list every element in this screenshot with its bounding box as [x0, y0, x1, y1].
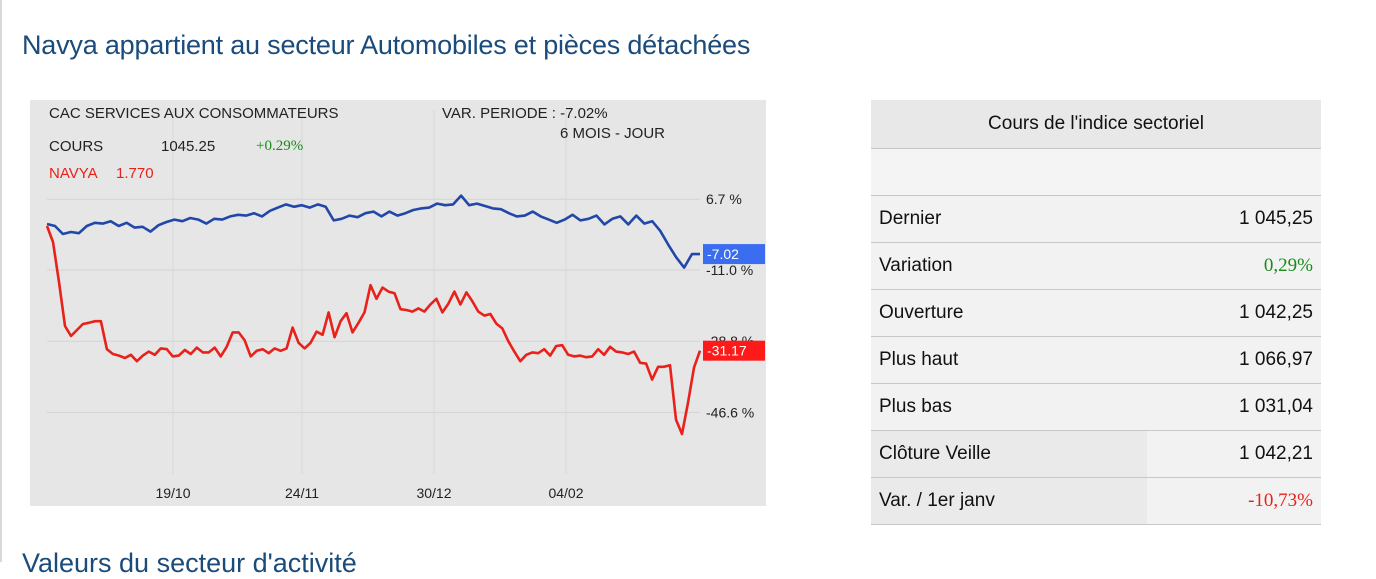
- row-value: 1 042,21: [1147, 430, 1321, 478]
- chart-y-ticks: 6.7 %-11.0 %-28.8 %-46.6 %: [706, 191, 754, 420]
- table-header: Cours de l'indice sectoriel: [871, 100, 1321, 149]
- end-value-tag: [703, 340, 765, 361]
- end-value-label: -7.02: [707, 246, 739, 262]
- chart-period: 6 MOIS - JOUR: [560, 125, 666, 142]
- sector-index-table: Cours de l'indice sectoriel Dernier 1 04…: [871, 100, 1321, 525]
- end-value-tag: [703, 244, 765, 265]
- row-value: 1 031,04: [1147, 383, 1321, 431]
- chart-index-name: CAC SERVICES AUX CONSOMMATEURS: [49, 105, 339, 122]
- navya-series-line: [45, 225, 702, 436]
- y-tick-label: -46.6 %: [706, 404, 754, 420]
- x-tick-label: 04/02: [548, 485, 583, 501]
- row-label: Var. / 1er janv: [871, 477, 1147, 525]
- table-row: Clôture Veille 1 042,21: [871, 430, 1321, 478]
- page-title: Navya appartient au secteur Automobiles …: [22, 30, 751, 60]
- row-label: Variation: [871, 242, 1147, 290]
- chart-series: [45, 194, 702, 436]
- table-row: Plus haut 1 066,97: [871, 336, 1321, 384]
- chart-svg: 6.7 %-11.0 %-28.8 %-46.6 % 19/1024/1130/…: [45, 110, 765, 501]
- x-tick-label: 24/11: [285, 485, 319, 501]
- row-label: Dernier: [871, 195, 1147, 243]
- table-row: Plus bas 1 031,04: [871, 383, 1321, 431]
- x-tick-label: 30/12: [416, 485, 451, 501]
- table-row: Ouverture 1 042,25: [871, 289, 1321, 337]
- row-value: 1 042,25: [1147, 289, 1321, 337]
- row-value: 0,29%: [1147, 242, 1321, 290]
- chart-cours-label: COURS: [49, 138, 104, 155]
- index-series-line: [46, 194, 701, 269]
- chart-stock-value: 1.770: [116, 165, 154, 182]
- chart-cours-value: 1045.25: [161, 138, 216, 155]
- chart-grid: [47, 110, 700, 474]
- sector-chart: 6.7 %-11.0 %-28.8 %-46.6 % 19/1024/1130/…: [30, 100, 766, 506]
- y-tick-label: 6.7 %: [706, 191, 742, 207]
- row-label: Plus haut: [871, 336, 1147, 384]
- x-tick-label: 19/10: [155, 485, 190, 501]
- row-label: Plus bas: [871, 383, 1147, 431]
- row-value: -10,73%: [1147, 477, 1321, 525]
- row-label: Clôture Veille: [871, 430, 1147, 478]
- table-row: Dernier 1 045,25: [871, 195, 1321, 243]
- next-section-title: Valeurs du secteur d'activité: [22, 548, 357, 578]
- table-row-empty: [871, 148, 1321, 196]
- page-edge: [0, 0, 2, 562]
- chart-cours-change: +0.29%: [256, 138, 304, 154]
- table-row: Variation 0,29%: [871, 242, 1321, 290]
- row-label: Ouverture: [871, 289, 1147, 337]
- end-value-label: -31.17: [707, 343, 747, 359]
- table-row: Var. / 1er janv -10,73%: [871, 477, 1321, 525]
- chart-var-periode: VAR. PERIODE : -7.02%: [442, 105, 608, 122]
- row-value: 1 045,25: [1147, 195, 1321, 243]
- y-tick-label: -11.0 %: [706, 262, 753, 278]
- row-value: 1 066,97: [1147, 336, 1321, 384]
- chart-x-ticks: 19/10 24/11 30/12 04/02: [155, 485, 583, 501]
- chart-end-tags: -7.02 -31.17: [703, 244, 765, 361]
- chart-stock-label: NAVYA: [49, 165, 98, 182]
